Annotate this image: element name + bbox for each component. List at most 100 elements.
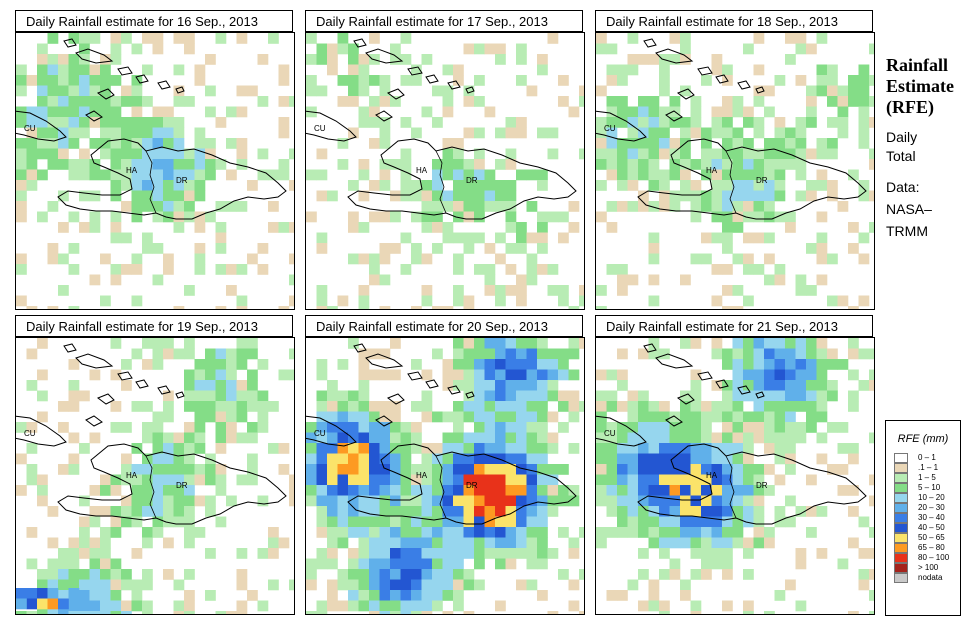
rainfall-cell <box>474 422 485 433</box>
rainfall-cell <box>669 453 681 465</box>
rainfall-cell <box>606 96 618 107</box>
rainfall-cell <box>89 369 101 381</box>
rainfall-cell <box>47 588 59 599</box>
rainfall-cell <box>247 348 258 360</box>
rainfall-cell <box>37 148 48 160</box>
rainfall-cell <box>505 443 517 454</box>
rainfall-cell <box>142 506 153 517</box>
rainfall-cell <box>474 127 485 139</box>
rainfall-cell <box>774 359 786 370</box>
rainfall-cell <box>484 474 496 486</box>
rainfall-cell <box>163 390 174 402</box>
rainfall-cell <box>785 579 796 591</box>
rainfall-cell <box>474 401 485 412</box>
rainfall-cell <box>764 148 775 160</box>
rainfall-cell <box>869 495 874 507</box>
rainfall-cell <box>596 537 607 549</box>
rainfall-cell <box>278 169 290 181</box>
rainfall-cell <box>753 96 765 107</box>
rainfall-cell <box>816 274 828 286</box>
rainfall-cell <box>484 516 496 528</box>
rainfall-cell <box>79 106 90 118</box>
rainfall-cell <box>753 390 765 402</box>
rainfall-cell <box>505 474 517 486</box>
rainfall-cell <box>316 411 328 423</box>
rainfall-cell <box>606 495 618 507</box>
rainfall-cell <box>337 75 349 86</box>
rainfall-cell <box>47 148 59 160</box>
rainfall-cell <box>152 117 164 128</box>
rainfall-cell <box>247 380 258 391</box>
legend-swatch <box>894 483 908 493</box>
rainfall-cell <box>690 548 702 559</box>
rainfall-cell <box>764 390 775 402</box>
rainfall-cell <box>16 117 27 128</box>
rainfall-cell <box>558 495 569 507</box>
rainfall-cell <box>505 201 517 212</box>
rainfall-cell <box>743 548 754 559</box>
rainfall-cell <box>785 348 796 360</box>
rainfall-cell <box>526 474 538 486</box>
rainfall-cell <box>795 506 807 517</box>
rainfall-cell <box>327 443 338 454</box>
rainfall-cell <box>411 527 422 538</box>
rainfall-cell <box>110 43 122 55</box>
rainfall-cell <box>194 253 206 265</box>
rainfall-cell <box>722 548 733 559</box>
rainfall-cell <box>617 380 628 391</box>
rainfall-cell <box>205 211 216 223</box>
rainfall-cell <box>432 306 443 309</box>
rainfall-cell <box>848 611 859 614</box>
rainfall-cell <box>537 474 548 486</box>
rainfall-cell <box>690 211 702 223</box>
rainfall-cell <box>495 390 506 402</box>
rainfall-cell <box>163 401 174 412</box>
rainfall-map: CU HA DR <box>15 32 295 310</box>
rainfall-cell <box>617 117 628 128</box>
rainfall-cell <box>337 43 349 55</box>
rainfall-cell <box>142 138 153 149</box>
rainfall-cell <box>47 127 59 139</box>
rainfall-cell <box>547 211 559 223</box>
rainfall-cell <box>680 516 691 528</box>
rainfall-cell <box>526 506 538 517</box>
rainfall-cell <box>442 506 454 517</box>
rainfall-cell <box>432 548 443 559</box>
border-line <box>145 455 157 519</box>
rainfall-cell <box>537 359 548 370</box>
rainfall-cell <box>795 148 807 160</box>
rainfall-cell <box>732 127 744 139</box>
rainfall-cell <box>358 75 370 86</box>
rainfall-cell <box>306 443 317 454</box>
rainfall-cell <box>701 75 712 86</box>
rainfall-cell <box>236 159 248 170</box>
rainfall-cell <box>142 190 153 202</box>
rainfall-cell <box>194 222 206 233</box>
rainfall-cell <box>453 201 464 212</box>
coastline <box>375 415 393 427</box>
rainfall-cell <box>516 169 527 181</box>
rainfall-cell <box>764 190 775 202</box>
rainfall-cell <box>247 369 258 381</box>
coastline <box>465 86 475 94</box>
rainfall-cell <box>337 159 349 170</box>
rainfall-cell <box>411 485 422 496</box>
rainfall-cell <box>215 264 227 275</box>
rainfall-cell <box>26 169 38 181</box>
legend-item: 30 – 40 <box>894 513 960 523</box>
rainfall-cell <box>215 443 227 454</box>
rainfall-cell <box>568 495 580 507</box>
rainfall-cell <box>484 401 496 412</box>
rainfall-cell <box>432 558 443 570</box>
rainfall-cell <box>680 464 691 475</box>
rainfall-cell <box>526 169 538 181</box>
coastline <box>676 88 695 100</box>
coastline <box>755 391 765 399</box>
coastlines <box>16 38 287 220</box>
rainfall-cell <box>110 338 122 349</box>
rainfall-cell <box>617 75 628 86</box>
rainfall-cell <box>606 369 618 381</box>
rainfall-cell <box>690 390 702 402</box>
rainfall-cell <box>627 54 639 65</box>
rainfall-cell <box>47 201 59 212</box>
